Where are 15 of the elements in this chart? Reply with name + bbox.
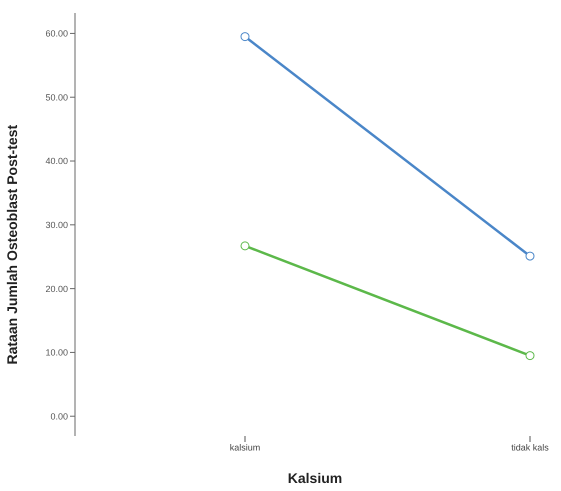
point [240,32,250,42]
point [240,241,250,250]
y-tick-label: 40.00 [45,156,68,166]
x-tick-label: kalsium [230,442,260,452]
y-tick-label: 50.00 [45,92,68,102]
y-tick-label: 30.00 [45,220,68,230]
x-tick-label: tidak kals [511,442,550,452]
y-tick-label: 0.00 [50,411,68,422]
y-tick-label: 10.00 [45,348,68,358]
point [526,351,534,360]
y-tick-label: 20.00 [45,284,68,294]
y-tick-label: 60.00 [45,28,68,39]
point [526,252,534,261]
x-axis-title: Kalsium [288,470,342,486]
y-axis-title: Rataan Jumlah Osteoblast Post-test [4,124,20,364]
